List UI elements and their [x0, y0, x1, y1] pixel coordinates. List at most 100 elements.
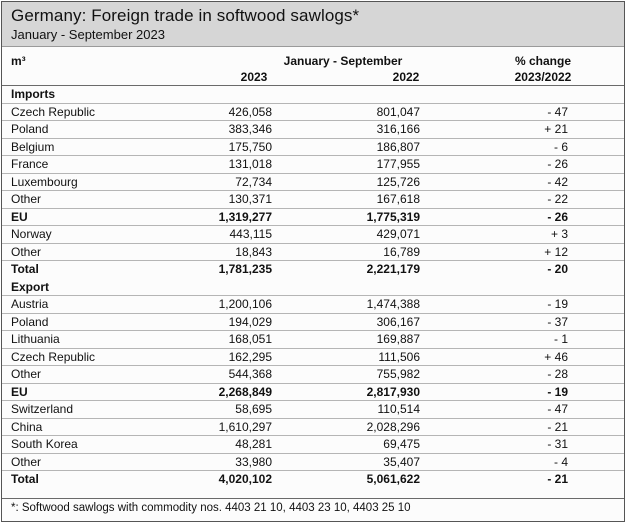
- percent-change: + 46: [544, 349, 568, 364]
- row-label: Poland: [11, 314, 49, 329]
- value-2023: 130,371: [228, 192, 272, 206]
- row-label: Imports: [11, 87, 56, 101]
- value-2023: 443,115: [229, 227, 273, 241]
- value-2023: 33,980: [235, 454, 272, 469]
- value-2023: 383,346: [228, 122, 272, 136]
- value-2022: 1,474,388: [366, 297, 420, 311]
- table-row: Belgium 175,750 186,807 - 6: [2, 139, 624, 156]
- table-title: Germany: Foreign trade in softwood sawlo…: [11, 6, 360, 25]
- percent-change: + 12: [544, 244, 568, 259]
- column-header: m³ January - September 2023 2022 % chang…: [2, 47, 624, 86]
- value-2022: 167,618: [376, 192, 420, 206]
- percent-change: - 1: [553, 332, 568, 346]
- percent-change: - 47: [547, 104, 568, 119]
- value-2022: 755,982: [376, 367, 420, 381]
- percent-change: - 31: [547, 437, 568, 451]
- percent-change: - 21: [547, 472, 568, 486]
- table-row: Czech Republic 426,058 801,047 - 47: [2, 104, 624, 121]
- year-2023-header: 2023: [240, 70, 268, 84]
- table-row: China 1,610,297 2,028,296 - 21: [2, 419, 624, 436]
- footnote: *: Softwood sawlogs with commodity nos. …: [2, 498, 624, 517]
- percent-change: - 26: [547, 209, 568, 224]
- value-2022: 801,047: [376, 104, 420, 119]
- table-row: Lithuania 168,051 169,887 - 1: [2, 331, 624, 349]
- table-row: Czech Republic 162,295 111,506 + 46: [2, 349, 624, 366]
- row-label: Other: [11, 192, 42, 206]
- row-label: Poland: [11, 122, 49, 136]
- row-label: Other: [11, 454, 42, 469]
- value-2023: 1,200,106: [218, 297, 272, 311]
- table-row: Other 33,980 35,407 - 4: [2, 454, 624, 471]
- value-2022: 2,028,296: [366, 419, 420, 434]
- row-label: Total: [11, 472, 39, 486]
- row-label: EU: [11, 209, 28, 224]
- value-2022: 1,775,319: [366, 209, 420, 224]
- row-label: Export: [11, 279, 50, 294]
- row-label: Austria: [11, 297, 49, 311]
- value-2022: 110,514: [377, 402, 421, 416]
- percent-change: - 37: [547, 314, 568, 329]
- value-2022: 316,166: [376, 122, 420, 136]
- row-label: Luxembourg: [11, 174, 78, 189]
- percent-change: - 22: [547, 192, 568, 206]
- subtotal-row: Total 4,020,102 5,061,622 - 21: [2, 471, 624, 489]
- percent-change: + 3: [550, 227, 568, 241]
- table-row: Norway 443,115 429,071 + 3: [2, 226, 624, 244]
- value-2022: 2,817,930: [366, 384, 420, 399]
- table-row: South Korea 48,281 69,475 - 31: [2, 436, 624, 454]
- section-row: Imports: [2, 86, 624, 104]
- row-label: Lithuania: [11, 332, 60, 346]
- value-2023: 1,781,235: [218, 262, 272, 276]
- value-2022: 186,807: [376, 139, 420, 154]
- percent-change: - 20: [547, 262, 568, 276]
- table-row: Other 544,368 755,982 - 28: [2, 366, 624, 384]
- value-2023: 18,843: [235, 244, 272, 259]
- value-2022: 125,726: [376, 174, 420, 189]
- row-label: Switzerland: [11, 402, 74, 416]
- row-label: Belgium: [11, 139, 55, 154]
- value-2022: 177,955: [376, 157, 420, 171]
- value-2023: 175,750: [228, 139, 272, 154]
- value-2023: 168,051: [228, 332, 272, 346]
- row-label: China: [11, 419, 43, 434]
- section-row: Export: [2, 279, 624, 296]
- percent-change: - 26: [547, 157, 568, 171]
- subtotal-row: EU 2,268,849 2,817,930 - 19: [2, 384, 624, 401]
- percent-change: - 28: [547, 367, 568, 381]
- table-row: Poland 194,029 306,167 - 37: [2, 314, 624, 331]
- unit-label: m³: [11, 54, 26, 68]
- table-subtitle: January - September 2023: [11, 27, 165, 42]
- table-row: Switzerland 58,695 110,514 - 47: [2, 401, 624, 419]
- percent-change: - 6: [553, 139, 568, 154]
- value-2022: 2,221,179: [366, 262, 420, 276]
- row-label: Czech Republic: [11, 104, 96, 119]
- table-row: Other 18,843 16,789 + 12: [2, 244, 624, 261]
- value-2023: 131,018: [228, 157, 272, 171]
- percent-change: - 47: [547, 402, 568, 416]
- value-2023: 426,058: [228, 104, 272, 119]
- change-header: % change: [514, 54, 571, 68]
- table-row: Austria 1,200,106 1,474,388 - 19: [2, 296, 624, 314]
- row-label: Czech Republic: [11, 349, 96, 364]
- year-2022-header: 2022: [392, 70, 420, 84]
- value-2023: 194,029: [228, 314, 272, 329]
- value-2022: 169,887: [376, 332, 420, 346]
- percent-change: - 4: [553, 454, 568, 469]
- value-2022: 306,167: [376, 314, 420, 329]
- value-2023: 2,268,849: [218, 384, 272, 399]
- value-2023: 58,695: [235, 402, 272, 416]
- row-label: Other: [11, 244, 42, 259]
- period-header: January - September: [283, 54, 403, 68]
- value-2023: 72,734: [235, 174, 272, 189]
- value-2023: 162,295: [228, 349, 272, 364]
- row-label: EU: [11, 384, 28, 399]
- percent-change: + 21: [544, 122, 568, 136]
- percent-change: - 21: [547, 419, 568, 434]
- header-band: Germany: Foreign trade in softwood sawlo…: [2, 2, 624, 47]
- row-label: South Korea: [11, 437, 78, 451]
- row-label: Total: [11, 262, 39, 276]
- change-period-header: 2023/2022: [514, 70, 572, 84]
- value-2022: 35,407: [383, 454, 420, 469]
- value-2022: 69,475: [383, 437, 420, 451]
